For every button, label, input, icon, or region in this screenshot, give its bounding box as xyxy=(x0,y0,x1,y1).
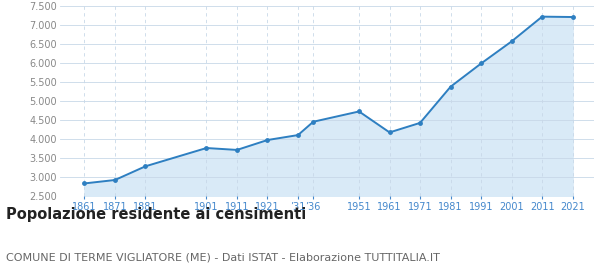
Text: COMUNE DI TERME VIGLIATORE (ME) - Dati ISTAT - Elaborazione TUTTITALIA.IT: COMUNE DI TERME VIGLIATORE (ME) - Dati I… xyxy=(6,252,440,262)
Text: Popolazione residente ai censimenti: Popolazione residente ai censimenti xyxy=(6,207,306,222)
